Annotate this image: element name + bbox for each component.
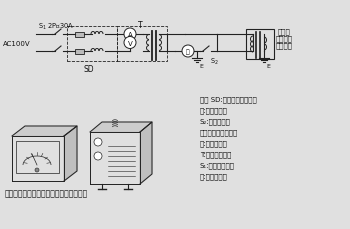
Circle shape [94, 152, 102, 160]
Text: S₁:電源スイッチ: S₁:電源スイッチ [200, 162, 235, 169]
Text: S$_2$: S$_2$ [210, 57, 219, 67]
Text: の場合）: の場合） [276, 43, 293, 49]
Text: （変圧器: （変圧器 [276, 35, 293, 42]
Bar [75, 32, 84, 37]
Text: SD: SD [83, 65, 94, 74]
Text: Ⓥ:一次電圧計: Ⓥ:一次電圧計 [200, 107, 228, 114]
Polygon shape [12, 126, 77, 136]
Text: 供試体: 供試体 [278, 29, 291, 35]
Text: S$_1$ 2P－30A: S$_1$ 2P－30A [38, 22, 74, 32]
Text: Ⓐ:一次電流計: Ⓐ:一次電流計 [200, 140, 228, 147]
Bar [117, 27, 167, 62]
Circle shape [35, 168, 39, 172]
Text: 充電電流計（左）と試験用変圧器（右）: 充電電流計（左）と試験用変圧器（右） [5, 189, 88, 198]
Text: T:試験用変圧器: T:試験用変圧器 [200, 151, 231, 158]
Text: T: T [138, 20, 142, 29]
Bar [16, 141, 59, 173]
Text: V: V [128, 40, 132, 46]
Circle shape [124, 29, 136, 41]
Polygon shape [90, 123, 152, 132]
Text: 短絡用スイッチ: 短絡用スイッチ [200, 129, 238, 136]
Bar [75, 49, 84, 54]
Polygon shape [64, 126, 77, 181]
Circle shape [124, 37, 136, 49]
Text: ⓝ: ⓝ [186, 49, 190, 55]
Text: 記号 SD:スライドトランス: 記号 SD:スライドトランス [200, 96, 257, 103]
Bar [67, 27, 117, 62]
Text: Ⓝ:充電電流計: Ⓝ:充電電流計 [200, 173, 228, 180]
Circle shape [94, 138, 102, 146]
Text: AC100V: AC100V [3, 40, 31, 46]
Text: E: E [199, 64, 203, 69]
Bar [246, 30, 274, 60]
Polygon shape [140, 123, 152, 184]
Circle shape [182, 46, 194, 58]
Text: A: A [128, 32, 132, 38]
Text: E: E [266, 64, 270, 69]
Text: S₂:二次電流計: S₂:二次電流計 [200, 118, 231, 125]
